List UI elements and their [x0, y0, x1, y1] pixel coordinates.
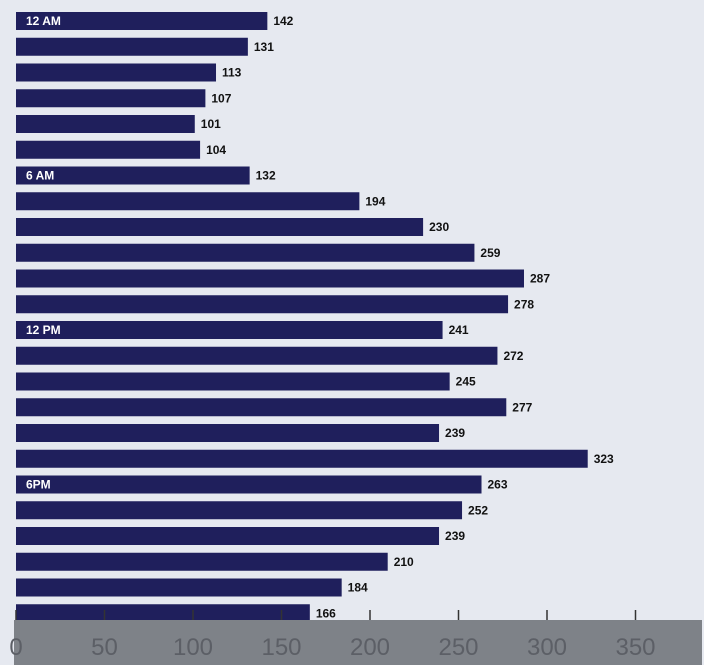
bar-value-label: 132: [256, 169, 276, 183]
bar: [16, 243, 475, 262]
bar-value-label: 263: [488, 478, 508, 492]
bar: [16, 372, 450, 391]
bar-value-label: 287: [530, 272, 550, 286]
bar: [16, 475, 482, 494]
bar: [16, 140, 201, 159]
bar-value-label: 245: [456, 375, 476, 389]
bar: [16, 63, 217, 82]
bar: [16, 527, 440, 545]
bar-value-label: 277: [512, 400, 532, 414]
bar-value-label: 252: [468, 503, 488, 517]
bar-value-label: 104: [206, 143, 226, 157]
bar-value-label: 142: [273, 14, 293, 28]
bar: [16, 269, 524, 288]
bar-value-label: 241: [449, 323, 469, 337]
bar: [16, 449, 588, 468]
bar-value-label: 230: [429, 220, 449, 234]
category-label: 12 AM: [26, 14, 61, 28]
bar-value-label: 107: [211, 91, 231, 105]
bar: [16, 604, 310, 623]
bar-value-label: 259: [480, 246, 500, 260]
bar: [16, 398, 507, 417]
bar-value-label: 323: [594, 452, 614, 466]
bar-value-label: 166: [316, 606, 336, 620]
bar: [16, 321, 443, 339]
bar-value-label: 131: [254, 40, 274, 54]
bar-value-label: 239: [445, 529, 465, 543]
bar-value-label: 272: [503, 349, 523, 363]
x-tick-label: 0: [9, 634, 22, 661]
x-tick-label: 50: [91, 634, 118, 661]
bar-value-label: 210: [394, 555, 414, 569]
bar: [16, 552, 388, 571]
bar-group: 142 12 AM 131 113 107 101 104 132 6 AM 194 230 259 2…: [16, 12, 614, 623]
x-tick-label: 200: [350, 634, 390, 661]
bar: [16, 578, 342, 597]
bar: [16, 346, 498, 365]
category-label: 6 AM: [26, 169, 54, 183]
bar-value-label: 184: [348, 581, 368, 595]
bar: [16, 424, 440, 442]
x-tick-label: 250: [438, 634, 478, 661]
bar-value-label: 278: [514, 297, 534, 311]
bar: [16, 166, 250, 185]
x-tick-label: 300: [527, 634, 567, 661]
bar-value-label: 101: [201, 117, 221, 131]
bar-value-label: 239: [445, 426, 465, 440]
bar: [16, 192, 360, 211]
bar: [16, 89, 206, 108]
x-axis: 0 50 100 150 200 250 300 350: [9, 610, 702, 665]
bar: [16, 12, 268, 30]
x-tick-label: 350: [615, 634, 655, 661]
x-tick-label: 100: [173, 634, 213, 661]
bar: [16, 37, 248, 56]
x-tick-label: 150: [261, 634, 301, 661]
bar-value-label: 194: [365, 194, 385, 208]
x-axis-band: [14, 620, 702, 665]
bar: [16, 218, 424, 236]
category-label: 6PM: [26, 478, 51, 492]
bar: [16, 295, 509, 314]
bar: [16, 115, 195, 133]
bar: [16, 501, 463, 520]
category-label: 12 PM: [26, 323, 61, 337]
bar-value-label: 113: [222, 66, 242, 80]
